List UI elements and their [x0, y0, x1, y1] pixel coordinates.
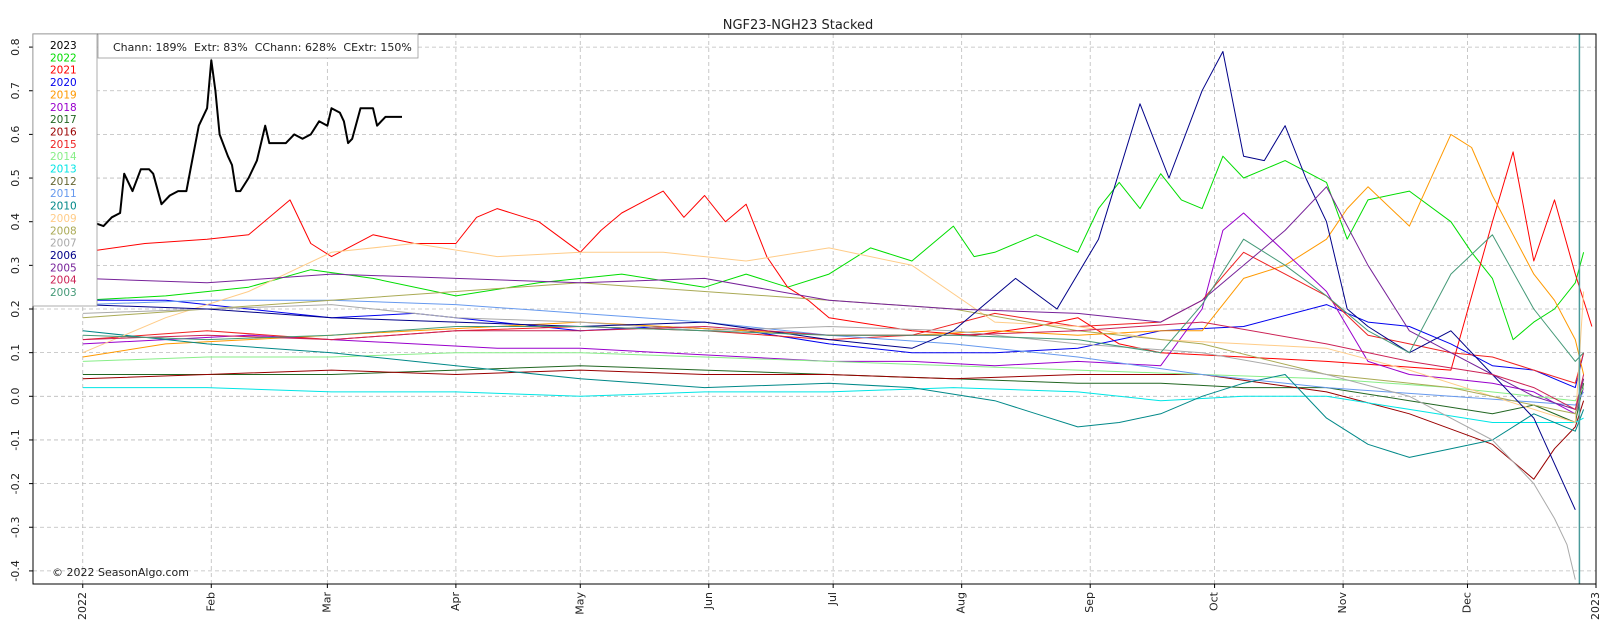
legend-entry-2016: 2016 — [50, 126, 77, 138]
y-tick-label: 0.4 — [9, 213, 22, 231]
x-tick-label: Mar — [320, 592, 333, 613]
legend-entry-2007: 2007 — [50, 238, 77, 250]
series-line-2017 — [82, 365, 1585, 423]
x-tick-label: Feb — [204, 592, 217, 611]
y-tick-label: 0.2 — [9, 300, 22, 318]
series-line-2004 — [82, 321, 1585, 410]
x-tick-label: Nov — [1336, 592, 1349, 614]
x-tick-label: Jul — [826, 592, 839, 606]
series-line-2013 — [82, 387, 1584, 423]
series-layer — [82, 51, 1593, 580]
y-tick-label: -0.2 — [9, 473, 22, 494]
series-line-2014 — [82, 352, 1585, 402]
legend-entry-2015: 2015 — [50, 139, 77, 151]
legend-entry-2011: 2011 — [50, 188, 77, 200]
x-tick-label: Oct — [1208, 591, 1221, 611]
x-tick-label: 2022 — [76, 592, 89, 620]
x-tick-label: May — [573, 592, 586, 615]
legend-entry-2020: 2020 — [50, 77, 77, 89]
stats-text: Chann: 189% Extr: 83% CChann: 628% CExtr… — [113, 41, 412, 54]
series-line-2022 — [82, 155, 1585, 341]
series-line-2003 — [82, 234, 1584, 362]
legend-entry-2017: 2017 — [50, 114, 77, 126]
legend-entry-2010: 2010 — [50, 201, 77, 213]
series-line-2007 — [82, 304, 1576, 580]
y-tick-label: 0.1 — [9, 344, 22, 362]
x-tick-label: 2023 — [1589, 592, 1600, 620]
x-tick-label: Apr — [449, 592, 462, 612]
series-line-2018 — [82, 212, 1585, 415]
series-line-2011 — [82, 299, 1585, 406]
series-line-2023 — [82, 59, 402, 232]
chart-title: NGF23-NGH23 Stacked — [723, 18, 874, 33]
y-tick-label: 0.3 — [9, 257, 22, 275]
copyright-text: © 2022 SeasonAlgo.com — [52, 566, 189, 579]
y-tick-label: -0.1 — [9, 429, 22, 450]
legend-entry-2014: 2014 — [50, 151, 77, 163]
legend-entry-2019: 2019 — [50, 89, 77, 101]
legend-entry-2006: 2006 — [50, 250, 77, 262]
x-tick-label: Sep — [1083, 592, 1096, 613]
legend-entry-2004: 2004 — [50, 275, 77, 287]
stats-box: Chann: 189% Extr: 83% CChann: 628% CExtr… — [97, 33, 419, 59]
legend-entry-2013: 2013 — [50, 164, 77, 176]
series-line-2005 — [82, 186, 1585, 410]
legend-entry-2021: 2021 — [50, 65, 77, 77]
legend-entry-2012: 2012 — [50, 176, 77, 188]
y-tick-label: -0.4 — [9, 560, 22, 581]
series-line-2016 — [82, 369, 1585, 480]
legend-entry-2023: 2023 — [50, 40, 77, 52]
series-line-2009 — [82, 243, 1585, 423]
legend: 2023202220212020201920182017201620152014… — [32, 33, 98, 307]
series-line-2006 — [82, 51, 1576, 511]
y-tick-label: 0.0 — [9, 388, 22, 406]
x-tick-label: Jun — [702, 592, 715, 610]
stats-box-frame — [97, 33, 419, 59]
series-line-2021 — [82, 151, 1593, 371]
y-tick-label: 0.6 — [9, 126, 22, 144]
legend-entry-2003: 2003 — [50, 287, 77, 299]
x-tick-label: Dec — [1460, 592, 1473, 613]
legend-entry-2009: 2009 — [50, 213, 77, 225]
y-tick-label: 0.5 — [9, 169, 22, 187]
legend-box — [32, 33, 98, 307]
series-line-2010 — [82, 330, 1585, 458]
y-axis: -0.4 -0.3 -0.2 -0.1 0.0 0.1 0.2 0.3 0.4 0.5 0.6 0.7… — [9, 38, 33, 582]
series-line-2019 — [82, 133, 1585, 375]
legend-entry-2022: 2022 — [50, 52, 77, 64]
series-line-2020 — [82, 299, 1585, 389]
legend-entry-2008: 2008 — [50, 225, 77, 237]
x-axis: 2022 Feb Mar Apr May Jun Jul Aug Sep Oct Nov Dec 202… — [76, 584, 1600, 620]
legend-entry-2005: 2005 — [50, 262, 77, 274]
y-tick-label: 0.8 — [9, 38, 22, 56]
x-tick-label: Aug — [955, 592, 968, 613]
grid — [33, 34, 1597, 584]
y-tick-label: 0.7 — [9, 82, 22, 100]
y-tick-label: -0.3 — [9, 517, 22, 538]
legend-entry-2018: 2018 — [50, 102, 77, 114]
